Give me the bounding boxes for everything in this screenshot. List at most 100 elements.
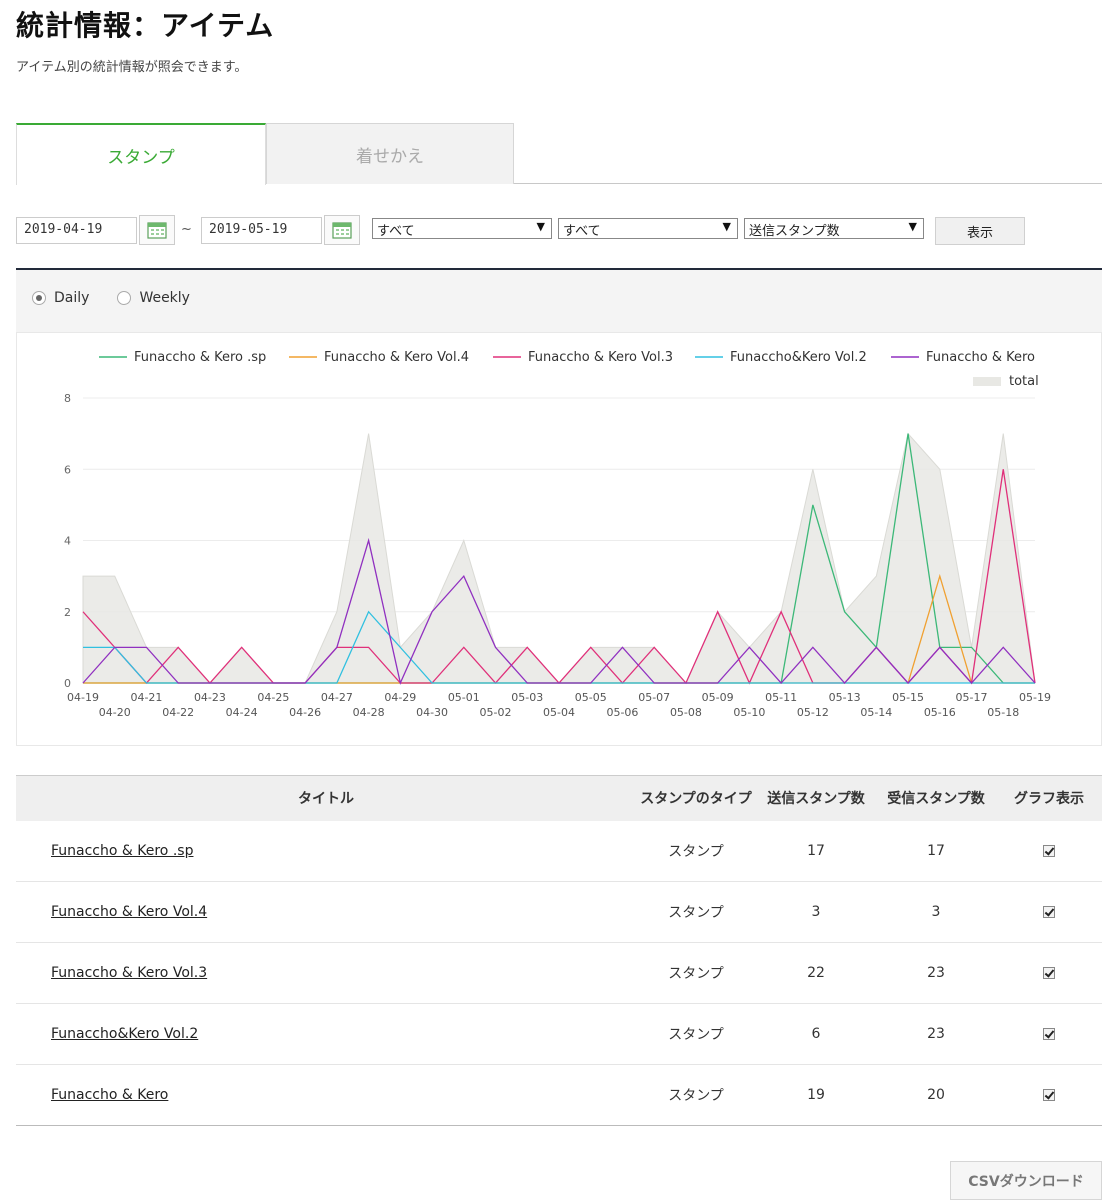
- legend-label: Funaccho & Kero Vol.3: [528, 350, 673, 365]
- sent-count: 17: [756, 820, 876, 882]
- header-sent: 送信スタンプ数: [756, 775, 876, 821]
- x-tick-label: 04-26: [289, 706, 321, 719]
- metric-select-value: 送信スタンプ数: [749, 224, 840, 239]
- item-type: スタンプ: [636, 820, 756, 882]
- y-tick-label: 4: [64, 535, 71, 548]
- sticker-type-select-value: すべて: [377, 224, 415, 239]
- legend-label: Funaccho & Kero: [926, 350, 1035, 365]
- start-date-input[interactable]: 2019-04-19: [16, 217, 137, 244]
- header-received: 受信スタンプ数: [876, 775, 996, 821]
- dropdown-arrow-icon: ▼: [908, 220, 917, 233]
- graph-checkbox[interactable]: [1043, 967, 1055, 979]
- x-tick-label: 04-23: [194, 691, 226, 704]
- x-tick-label: 04-29: [384, 691, 416, 704]
- header-type: スタンプのタイプ: [636, 775, 756, 821]
- dropdown-arrow-icon: ▼: [536, 220, 545, 233]
- series-line-4: [82, 537, 1036, 686]
- stats-table: タイトル スタンプのタイプ 送信スタンプ数 受信スタンプ数 グラフ表示 Funa…: [16, 775, 1102, 1126]
- tab-theme[interactable]: 着せかえ: [266, 123, 514, 184]
- legend-label: Funaccho & Kero Vol.4: [324, 350, 469, 365]
- legend-label: total: [1009, 374, 1039, 389]
- item-type: スタンプ: [636, 942, 756, 1004]
- x-tick-label: 04-28: [353, 706, 385, 719]
- x-tick-label: 05-14: [860, 706, 892, 719]
- x-tick-label: 05-18: [987, 706, 1019, 719]
- received-count: 23: [876, 942, 996, 1004]
- x-tick-label: 05-19: [1019, 691, 1051, 704]
- period-radio-group: Daily Weekly: [32, 290, 218, 306]
- graph-checkbox[interactable]: [1043, 844, 1055, 857]
- filter-bar: 2019-04-19 ~ 2019-05-19 すべて ▼ すべて ▼ 送信スタ…: [16, 215, 1102, 245]
- x-tick-label: 05-01: [448, 691, 480, 704]
- x-tick-label: 04-25: [257, 691, 289, 704]
- x-tick-label: 04-30: [416, 706, 448, 719]
- x-tick-label: 05-02: [480, 706, 512, 719]
- weekly-radio-label[interactable]: Weekly: [139, 290, 190, 306]
- item-title-link[interactable]: Funaccho&Kero Vol.2: [51, 1026, 199, 1042]
- x-tick-label: 05-16: [924, 706, 956, 719]
- weekly-radio[interactable]: [117, 291, 132, 305]
- item-select[interactable]: すべて ▼: [558, 218, 738, 239]
- y-tick-label: 2: [64, 606, 71, 619]
- line-chart: 0 2 4 6 8 04-19 04-20 04-21 04-22 04-23 04-24 04-25…: [16, 332, 1102, 746]
- x-tick-label: 04-21: [130, 691, 162, 704]
- x-tick-label: 05-17: [956, 691, 988, 704]
- item-type: スタンプ: [636, 881, 756, 943]
- x-tick-label: 04-19: [67, 691, 99, 704]
- item-title-link[interactable]: Funaccho & Kero .sp: [51, 842, 194, 859]
- header-title: タイトル: [16, 775, 636, 821]
- table-row: Funaccho & Kero Vol.3 スタンプ 22 23: [16, 942, 1102, 1004]
- end-date-input[interactable]: 2019-05-19: [201, 217, 322, 244]
- table-row: Funaccho&Kero Vol.2 スタンプ 6 23: [16, 1003, 1102, 1065]
- graph-checkbox[interactable]: [1043, 1028, 1055, 1040]
- legend-label: Funaccho&Kero Vol.2: [730, 350, 867, 365]
- x-tick-label: 05-10: [733, 706, 765, 719]
- x-tick-label: 04-22: [162, 706, 194, 719]
- x-tick-label: 05-06: [606, 706, 638, 719]
- page-description: アイテム別の統計情報が照会できます。: [16, 60, 248, 75]
- daily-radio[interactable]: [32, 291, 46, 305]
- show-button[interactable]: 表示: [935, 217, 1025, 245]
- item-title-link[interactable]: Funaccho & Kero Vol.4: [51, 904, 208, 920]
- legend-swatch: [973, 377, 1001, 386]
- total-area: [82, 432, 1036, 684]
- sticker-type-select[interactable]: すべて ▼: [372, 218, 552, 239]
- x-tick-label: 05-08: [670, 706, 702, 719]
- y-tick-label: 6: [64, 463, 71, 476]
- page-title: 統計情報：アイテム: [16, 9, 275, 42]
- x-tick-label: 04-24: [226, 706, 258, 719]
- start-calendar-icon[interactable]: [139, 215, 175, 245]
- table-row: Funaccho & Kero .sp スタンプ 17 17: [16, 820, 1102, 882]
- legend-label: Funaccho & Kero .sp: [134, 350, 266, 365]
- received-count: 23: [876, 1003, 996, 1065]
- x-tick-label: 05-12: [797, 706, 829, 719]
- table-header-row: タイトル スタンプのタイプ 送信スタンプ数 受信スタンプ数 グラフ表示: [16, 775, 1102, 821]
- sent-count: 3: [756, 881, 876, 943]
- item-select-value: すべて: [563, 224, 601, 239]
- date-range-separator: ~: [181, 222, 192, 237]
- dropdown-arrow-icon: ▼: [722, 220, 731, 233]
- daily-radio-label[interactable]: Daily: [54, 290, 90, 306]
- table-row: Funaccho & Kero スタンプ 19 20: [16, 1064, 1102, 1126]
- metric-select[interactable]: 送信スタンプ数 ▼: [744, 218, 924, 239]
- sent-count: 6: [756, 1003, 876, 1065]
- item-title-link[interactable]: Funaccho & Kero: [51, 1087, 169, 1103]
- x-tick-label: 04-20: [99, 706, 131, 719]
- x-tick-label: 05-05: [575, 691, 607, 704]
- csv-download-button[interactable]: CSVダウンロード: [950, 1161, 1102, 1200]
- received-count: 3: [876, 881, 996, 943]
- x-tick-label: 05-11: [765, 691, 797, 704]
- x-tick-label: 05-07: [638, 691, 670, 704]
- x-tick-label: 05-13: [829, 691, 861, 704]
- item-type: スタンプ: [636, 1064, 756, 1126]
- tab-stamp[interactable]: スタンプ: [16, 123, 266, 185]
- x-tick-label: 05-04: [543, 706, 575, 719]
- end-calendar-icon[interactable]: [324, 215, 360, 245]
- y-tick-label: 8: [64, 392, 71, 405]
- item-title-link[interactable]: Funaccho & Kero Vol.3: [51, 965, 208, 981]
- header-graph: グラフ表示: [996, 775, 1102, 821]
- graph-checkbox[interactable]: [1043, 1089, 1055, 1101]
- sent-count: 22: [756, 942, 876, 1004]
- graph-checkbox[interactable]: [1043, 906, 1055, 918]
